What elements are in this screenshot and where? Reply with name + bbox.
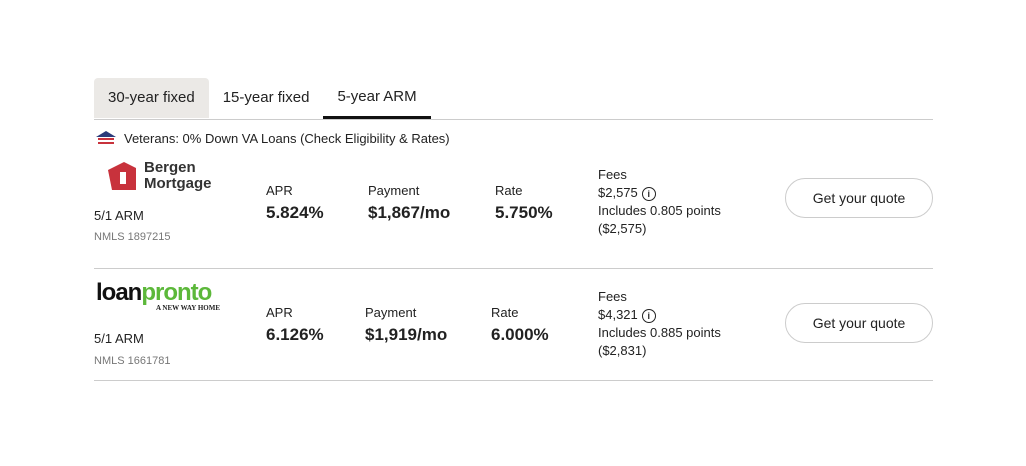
bergen-logo-mark-icon — [108, 162, 136, 190]
get-quote-button[interactable]: Get your quote — [785, 303, 933, 343]
rate-value: 6.000% — [491, 325, 549, 344]
offer-row: Bergen Mortgage 5/1 ARM NMLS 1897215 APR 5… — [94, 156, 933, 269]
payment-label: Payment — [368, 183, 420, 198]
loan-type-tabs: 30-year fixed 15-year fixed 5-year ARM — [94, 78, 933, 120]
offer-row: loanpronto A NEW WAY HOME 5/1 ARM NMLS 1… — [94, 268, 933, 381]
nmls-number: NMLS 1661781 — [94, 355, 171, 367]
apr-value: 6.126% — [266, 325, 324, 344]
points: Includes 0.805 points — [598, 203, 721, 218]
tab-15-year-fixed[interactable]: 15-year fixed — [222, 89, 310, 106]
fees-label: Fees — [598, 289, 627, 304]
points-cost: ($2,831) — [598, 343, 647, 358]
rate-label: Rate — [495, 183, 523, 198]
fees: Fees $2,575 i Includes 0.805 points ($2,575) — [598, 166, 721, 238]
fees-label: Fees — [598, 167, 627, 182]
rate-label: Rate — [491, 305, 519, 320]
payment-value: $1,867/mo — [368, 203, 451, 222]
veterans-link[interactable]: Veterans: 0% Down VA Loans (Check Eligib… — [96, 130, 450, 146]
bergen-mortgage-logo: Bergen Mortgage — [106, 160, 212, 192]
payment-value: $1,919/mo — [365, 325, 448, 344]
apr-label: APR — [266, 305, 293, 320]
info-icon[interactable]: i — [641, 186, 656, 201]
tab-5-year-arm[interactable]: 5-year ARM — [323, 78, 431, 119]
payment-label: Payment — [365, 305, 417, 320]
fees: Fees $4,321 i Includes 0.885 points ($2,831) — [598, 288, 721, 360]
tab-30-year-fixed[interactable]: 30-year fixed — [94, 78, 209, 118]
product-name: 5/1 ARM — [94, 331, 144, 346]
get-quote-button[interactable]: Get your quote — [785, 178, 933, 218]
fees-value: $4,321 — [598, 307, 638, 322]
rate-value: 5.750% — [495, 203, 553, 222]
nmls-number: NMLS 1897215 — [94, 231, 171, 243]
apr-label: APR — [266, 183, 293, 198]
points: Includes 0.885 points — [598, 325, 721, 340]
veterans-link-text: Veterans: 0% Down VA Loans (Check Eligib… — [124, 130, 450, 146]
loanpronto-logo: loanpronto A NEW WAY HOME — [96, 279, 220, 313]
fees-value: $2,575 — [598, 185, 638, 200]
points-cost: ($2,575) — [598, 221, 647, 236]
info-icon[interactable]: i — [641, 308, 656, 323]
flag-house-icon — [96, 131, 116, 144]
product-name: 5/1 ARM — [94, 208, 144, 223]
apr-value: 5.824% — [266, 203, 324, 222]
